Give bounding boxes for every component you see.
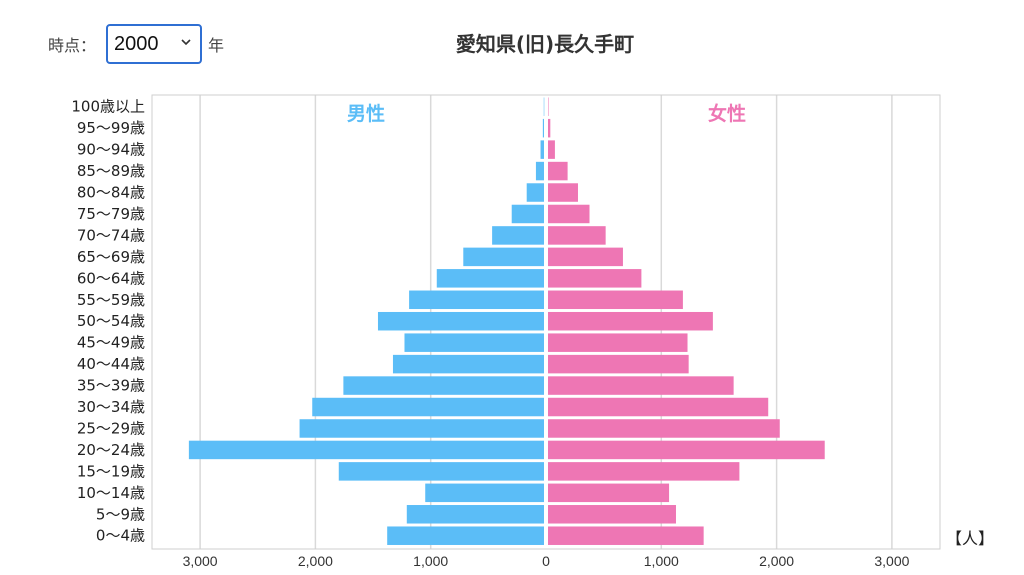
bar-male <box>409 290 544 310</box>
category-label: 45〜49歳 <box>77 334 145 352</box>
bar-female <box>548 376 734 395</box>
category-label: 100歳以上 <box>71 98 145 116</box>
unit-label: 【人】 <box>946 529 995 548</box>
bar-female <box>548 161 568 181</box>
year-suffix: 年 <box>208 36 225 55</box>
category-label: 30〜34歳 <box>77 398 145 416</box>
bar-female <box>548 311 713 331</box>
x-tick-label: 3,000 <box>183 553 218 569</box>
bar-female <box>548 204 590 224</box>
series-label-male: 男性 <box>347 102 385 125</box>
bar-male <box>188 440 544 460</box>
bar-male <box>511 204 544 224</box>
category-label: 55〜59歳 <box>77 291 145 309</box>
category-label: 10〜14歳 <box>77 484 145 502</box>
time-label: 時点： <box>48 36 97 55</box>
bar-male <box>312 397 544 417</box>
year-select[interactable]: 2000 <box>106 24 203 64</box>
bar-female <box>548 526 704 545</box>
category-label: 5〜9歳 <box>96 505 145 523</box>
category-label: 20〜24歳 <box>77 441 145 459</box>
chart-title: 愛知県(旧)長久手町 <box>455 32 635 56</box>
bar-female <box>548 397 769 417</box>
bar-male <box>343 376 544 395</box>
bar-female <box>548 290 683 310</box>
bar-male <box>425 483 544 503</box>
year-select-value: 2000 <box>114 32 159 55</box>
category-label: 15〜19歳 <box>77 462 145 480</box>
bar-female <box>548 462 740 481</box>
category-label: 75〜79歳 <box>77 205 145 223</box>
bar-male <box>387 526 544 545</box>
x-tick-label: 0 <box>542 553 550 569</box>
bar-male <box>392 354 544 374</box>
bar-female <box>548 440 825 460</box>
bar-male <box>492 226 544 245</box>
bar-male <box>526 183 544 202</box>
category-label: 85〜89歳 <box>77 162 145 180</box>
x-tick-label: 3,000 <box>874 553 909 569</box>
bar-female <box>548 247 623 267</box>
plot-frame <box>151 94 941 550</box>
toolbar: 時点： 2000 年 <box>48 24 224 64</box>
category-label: 25〜29歳 <box>77 419 145 437</box>
bar-female <box>548 118 551 138</box>
category-label: 35〜39歳 <box>77 377 145 395</box>
bar-male <box>543 97 545 116</box>
bar-male <box>540 140 544 159</box>
bar-male <box>436 269 544 288</box>
bar-male <box>377 311 544 331</box>
bar-female <box>548 333 688 352</box>
bar-female <box>548 505 676 524</box>
bar-female <box>548 269 642 288</box>
bar-female <box>548 140 555 159</box>
x-tick-label: 2,000 <box>759 553 794 569</box>
bar-male <box>299 419 544 438</box>
bar-female <box>548 419 780 438</box>
x-tick-label: 1,000 <box>644 553 679 569</box>
category-label: 95〜99歳 <box>77 119 145 137</box>
bar-male <box>535 161 544 181</box>
x-tick-label: 2,000 <box>298 553 333 569</box>
series-label-female: 女性 <box>708 102 746 125</box>
bar-male <box>406 505 544 524</box>
category-label: 60〜64歳 <box>77 269 145 287</box>
bar-male <box>404 333 544 352</box>
category-label: 80〜84歳 <box>77 184 145 202</box>
bar-male <box>463 247 544 267</box>
category-label: 90〜94歳 <box>77 141 145 159</box>
bar-female <box>548 226 606 245</box>
category-label: 50〜54歳 <box>77 312 145 330</box>
category-label: 70〜74歳 <box>77 226 145 244</box>
category-label: 65〜69歳 <box>77 248 145 266</box>
x-tick-label: 1,000 <box>413 553 448 569</box>
category-label: 0〜4歳 <box>96 527 145 545</box>
bar-female <box>548 183 578 202</box>
bar-male <box>338 462 544 481</box>
bar-female <box>548 97 549 116</box>
bar-female <box>548 483 670 503</box>
category-label: 40〜44歳 <box>77 355 145 373</box>
chevron-down-icon <box>181 39 191 46</box>
bar-female <box>548 354 689 374</box>
bar-male <box>542 118 544 138</box>
